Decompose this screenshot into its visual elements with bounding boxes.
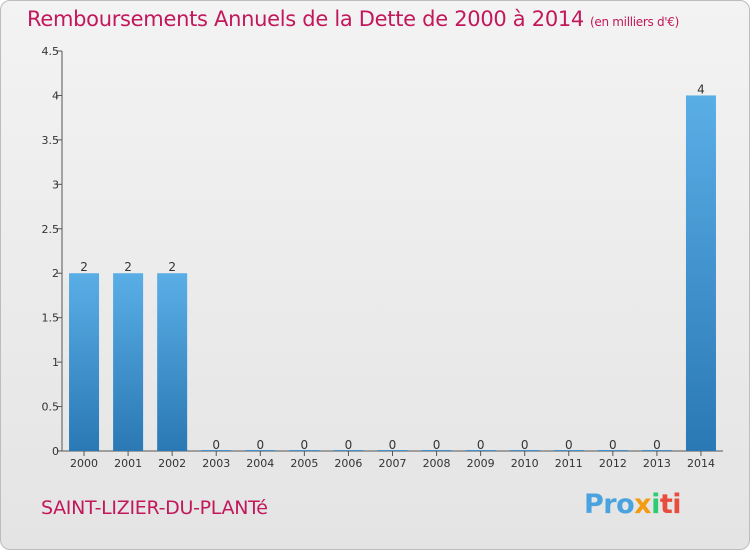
value-label: 0 (609, 438, 617, 452)
value-label: 0 (477, 438, 485, 452)
y-tick-label: 0.5 (42, 401, 60, 414)
x-tick-label: 2008 (423, 457, 451, 470)
bar-2010 (509, 450, 540, 451)
x-tick-label: 2013 (643, 457, 671, 470)
y-tick-label: 1.5 (42, 312, 60, 325)
x-tick-label: 2003 (202, 457, 230, 470)
bar-2004 (245, 450, 276, 451)
x-tick-label: 2006 (334, 457, 362, 470)
bar-2007 (377, 450, 408, 451)
bar-2011 (553, 450, 584, 451)
value-label: 0 (212, 438, 220, 452)
proxiti-logo: Proxiti (584, 489, 682, 520)
y-tick-label: 3.5 (42, 134, 60, 147)
x-tick-label: 2009 (467, 457, 495, 470)
x-tick-label: 2012 (599, 457, 627, 470)
y-tick-label: 1 (52, 356, 59, 369)
logo-part-3: i (651, 489, 660, 520)
y-tick-label: 4 (52, 89, 59, 102)
bar-2006 (333, 450, 364, 451)
value-label: 2 (80, 260, 88, 274)
value-label: 4 (697, 82, 705, 96)
value-label: 0 (345, 438, 353, 452)
y-tick-label: 0 (52, 445, 59, 458)
value-label: 0 (301, 438, 309, 452)
logo-part-2: x (634, 489, 652, 520)
chart-title-text: Remboursements Annuels de la Dette de 20… (27, 7, 584, 31)
value-label: 2 (168, 260, 176, 274)
bar-2005 (289, 450, 320, 451)
y-tick-label: 2 (52, 267, 59, 280)
bar-2003 (201, 450, 232, 451)
bar-2009 (465, 450, 496, 451)
x-tick-label: 2001 (114, 457, 142, 470)
value-label: 0 (653, 438, 661, 452)
value-label: 0 (256, 438, 264, 452)
bar-2012 (597, 450, 628, 451)
bar-2008 (421, 450, 452, 451)
chart-title: Remboursements Annuels de la Dette de 20… (27, 7, 679, 31)
x-tick-label: 2000 (70, 457, 98, 470)
commune-name: SAINT-LIZIER-DU-PLANTé (41, 497, 268, 519)
bar-2001 (113, 273, 144, 451)
value-label: 0 (433, 438, 441, 452)
value-label: 0 (389, 438, 397, 452)
bar-2000 (69, 273, 100, 451)
chart-labels: 2000 2 2001 2 2002 2 2003 0 2004 0 2005 0 2006 0 2007 0… (70, 82, 715, 470)
bar-2014 (685, 95, 716, 451)
x-tick-label: 2011 (555, 457, 583, 470)
x-tick-label: 2010 (511, 457, 539, 470)
logo-part-1: Pro (584, 489, 635, 520)
x-tick-label: 2004 (246, 457, 274, 470)
value-label: 2 (124, 260, 132, 274)
chart-bars (69, 95, 716, 451)
bar-2002 (157, 273, 188, 451)
x-tick-label: 2005 (290, 457, 318, 470)
x-tick-label: 2002 (158, 457, 186, 470)
logo-part-4: ti (659, 489, 682, 520)
value-label: 0 (565, 438, 573, 452)
bar-2013 (641, 450, 672, 451)
x-tick-label: 2007 (379, 457, 407, 470)
chart-unit: (en milliers d'€) (590, 15, 680, 29)
chart-axes: 0 0.5 1 1.5 2 2.5 3 3.5 4 4.5 (42, 45, 723, 458)
y-tick-label: 4.5 (42, 45, 60, 58)
x-tick-label: 2014 (687, 457, 715, 470)
y-tick-label: 3 (52, 178, 59, 191)
y-tick-label: 2.5 (42, 223, 60, 236)
value-label: 0 (521, 438, 529, 452)
